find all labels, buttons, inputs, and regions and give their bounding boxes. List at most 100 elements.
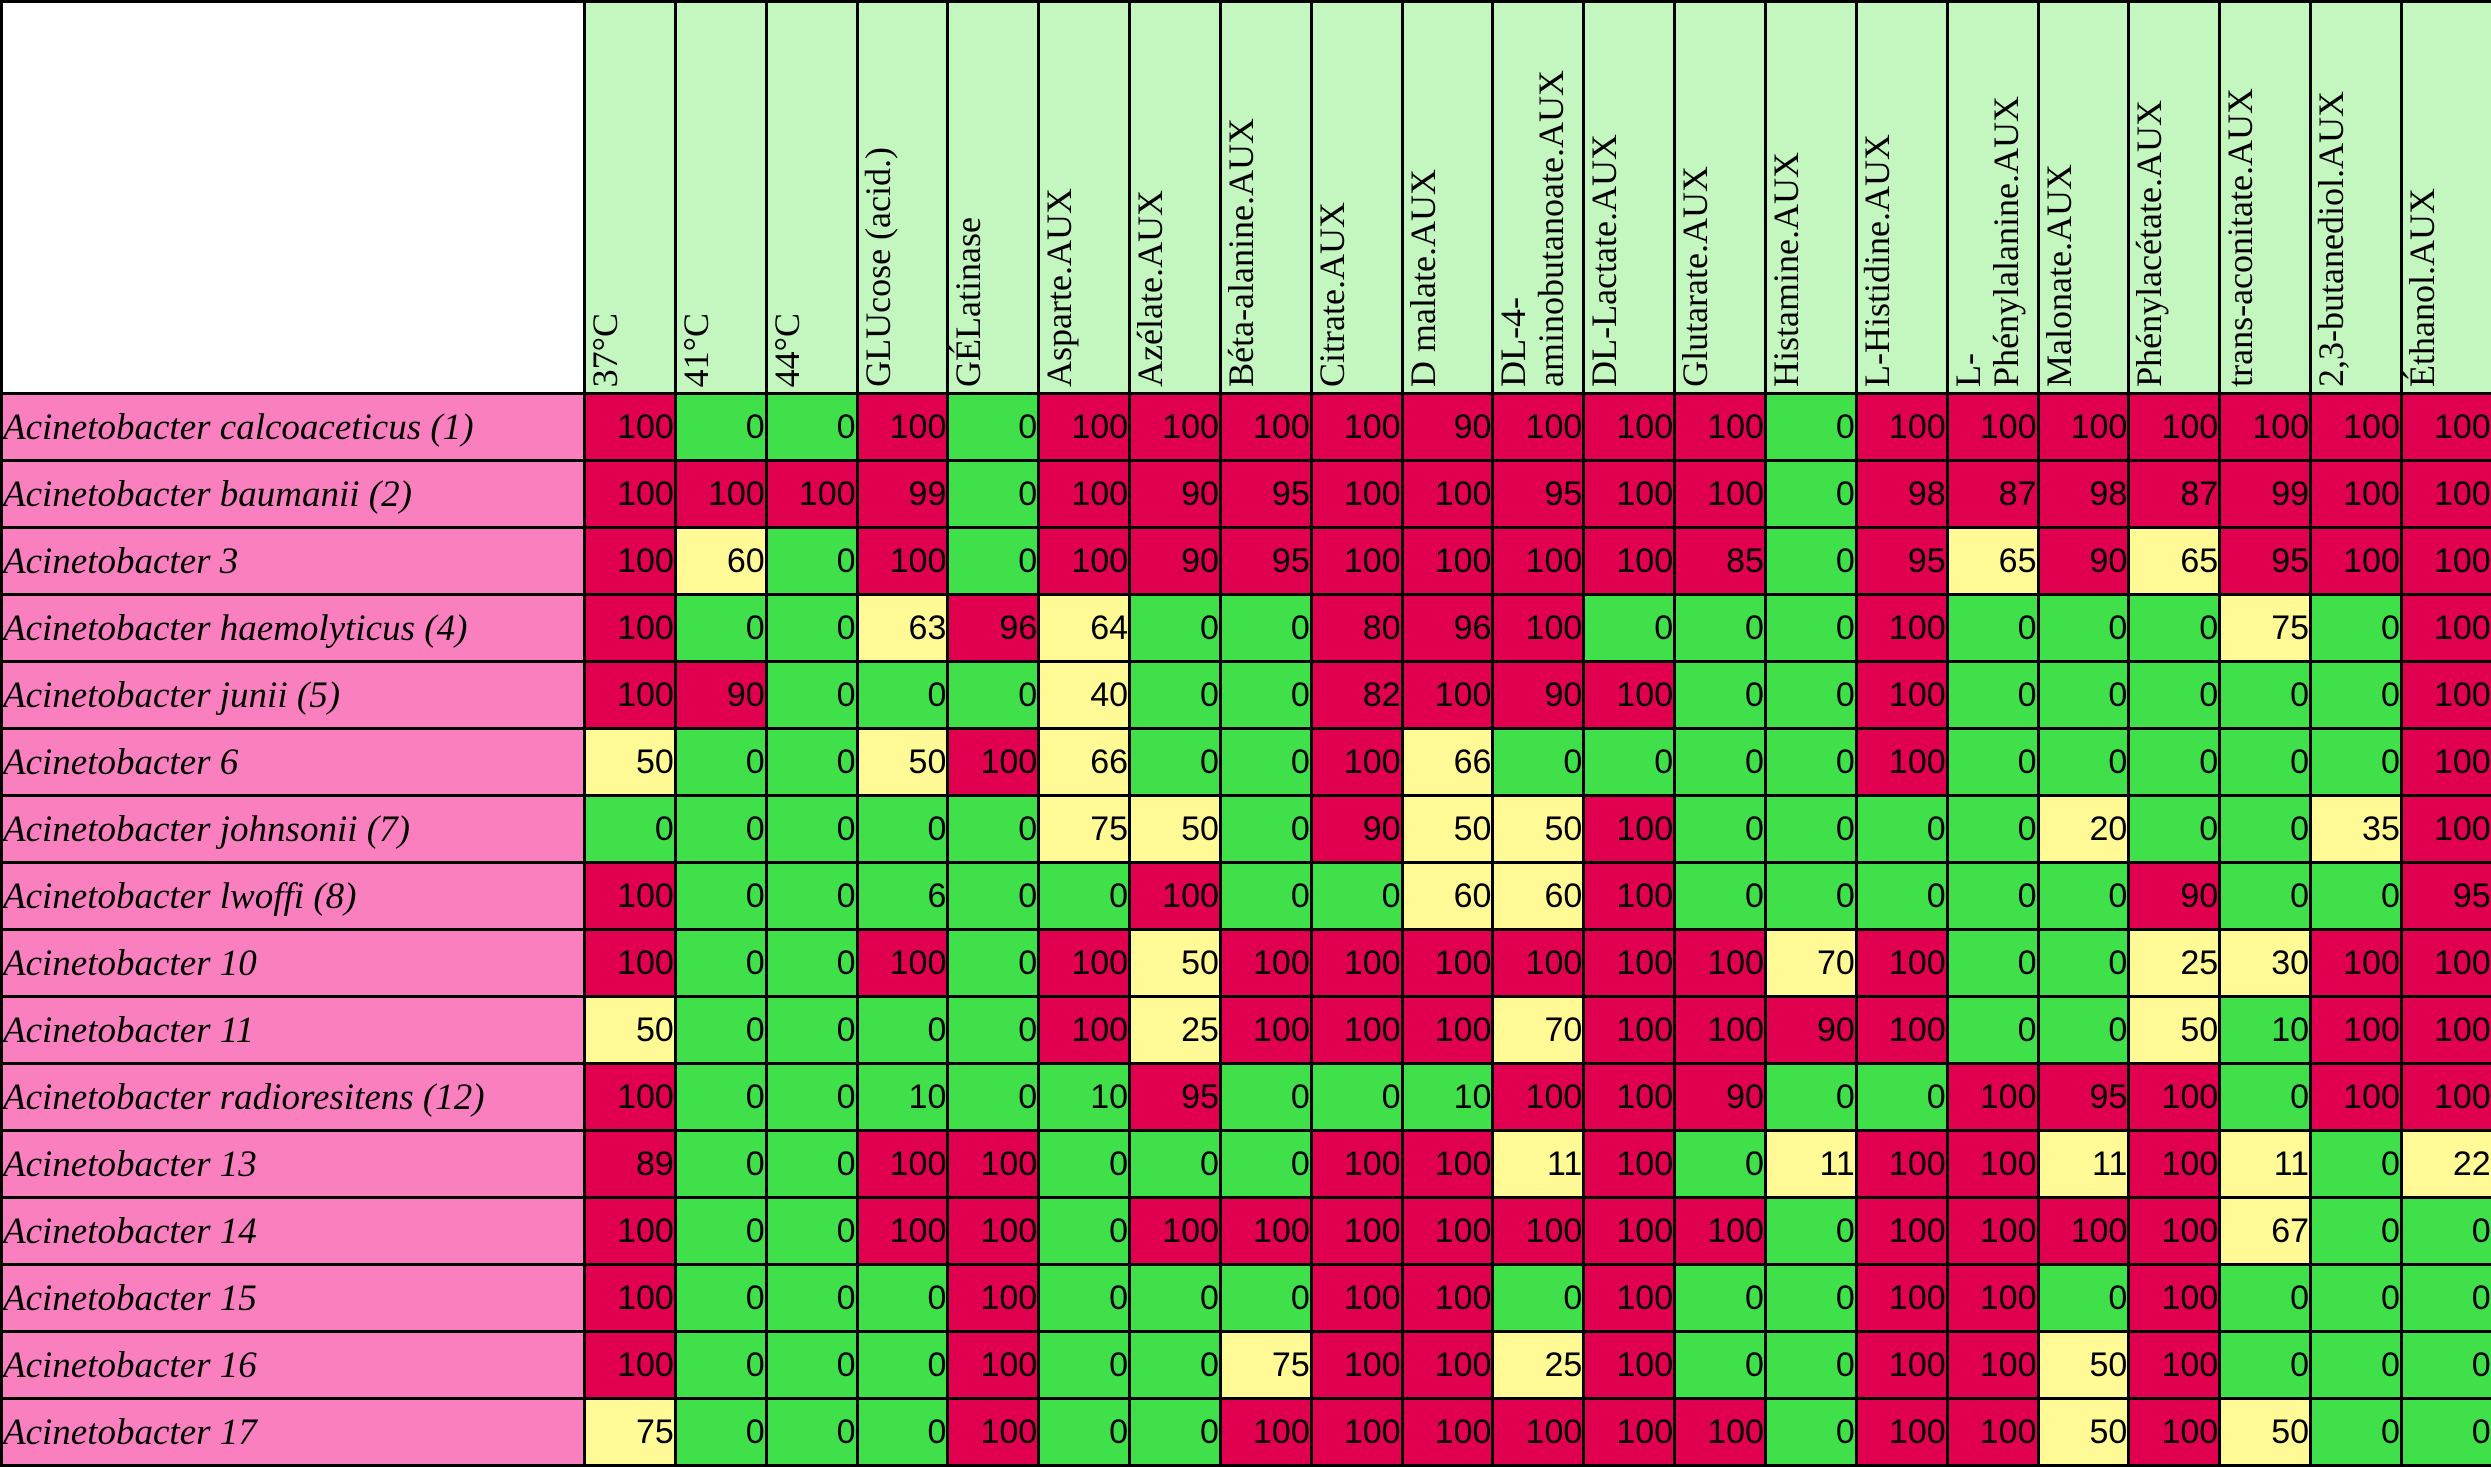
table-cell: 75 (1220, 1332, 1311, 1399)
table-cell: 100 (857, 1198, 948, 1265)
table-cell: 60 (1493, 863, 1584, 930)
table-cell: 0 (1765, 1399, 1856, 1466)
table-cell: 100 (1856, 1399, 1947, 1466)
table-cell: 100 (1311, 1198, 1402, 1265)
table-cell: 100 (2220, 394, 2311, 461)
table-cell: 95 (2220, 528, 2311, 595)
table-cell: 100 (948, 729, 1039, 796)
table-cell: 0 (675, 595, 766, 662)
table-cell: 0 (1765, 1265, 1856, 1332)
table-cell: 0 (675, 1399, 766, 1466)
column-header: 44°C (766, 2, 857, 394)
table-cell: 100 (2311, 930, 2402, 997)
table-cell: 0 (1947, 662, 2038, 729)
table-cell: 0 (766, 394, 857, 461)
table-cell: 100 (1311, 1399, 1402, 1466)
table-cell: 100 (1675, 1198, 1766, 1265)
table-cell: 10 (1402, 1064, 1493, 1131)
table-cell: 100 (1039, 461, 1130, 528)
table-cell: 100 (1220, 1198, 1311, 1265)
table-cell: 100 (857, 528, 948, 595)
row-label: Acinetobacter junii (5) (2, 662, 585, 729)
table-cell: 0 (766, 1064, 857, 1131)
table-cell: 0 (2129, 796, 2220, 863)
table-cell: 0 (2311, 1198, 2402, 1265)
table-cell: 0 (1220, 1131, 1311, 1198)
table-cell: 100 (1856, 394, 1947, 461)
table-cell: 0 (948, 528, 1039, 595)
table-cell: 90 (1130, 461, 1221, 528)
table-cell: 0 (1039, 1198, 1130, 1265)
table-cell: 100 (1675, 997, 1766, 1064)
row-label: Acinetobacter 13 (2, 1131, 585, 1198)
table-cell: 0 (2311, 595, 2402, 662)
column-header-label: Malonate.AUX (2040, 160, 2084, 387)
table-cell: 100 (2129, 1198, 2220, 1265)
table-cell: 10 (857, 1064, 948, 1131)
table-cell: 100 (1220, 997, 1311, 1064)
table-cell: 100 (1493, 1198, 1584, 1265)
table-cell: 100 (1584, 394, 1675, 461)
table-cell: 100 (1584, 930, 1675, 997)
table-cell: 100 (585, 394, 676, 461)
table-cell: 0 (1130, 1399, 1221, 1466)
table-cell: 0 (2038, 930, 2129, 997)
table-cell: 100 (585, 461, 676, 528)
table-cell: 100 (1402, 1332, 1493, 1399)
table-cell: 90 (1311, 796, 1402, 863)
table-cell: 0 (2129, 729, 2220, 796)
table-cell: 25 (1493, 1332, 1584, 1399)
table-cell: 90 (1130, 528, 1221, 595)
table-cell: 0 (1856, 796, 1947, 863)
table-cell: 0 (1311, 1064, 1402, 1131)
row-label: Acinetobacter 6 (2, 729, 585, 796)
table-cell: 0 (2401, 1265, 2491, 1332)
table-cell: 75 (1039, 796, 1130, 863)
column-header-label: DL-Lactate.AUX (1585, 130, 1629, 387)
table-cell: 10 (1039, 1064, 1130, 1131)
table-cell: 100 (1856, 1332, 1947, 1399)
table-cell: 90 (675, 662, 766, 729)
table-cell: 0 (948, 796, 1039, 863)
table-cell: 100 (1130, 394, 1221, 461)
table-cell: 100 (1584, 1064, 1675, 1131)
table-cell: 0 (675, 1332, 766, 1399)
table-cell: 0 (766, 997, 857, 1064)
table-cell: 100 (1220, 1399, 1311, 1466)
table-cell: 100 (1675, 1399, 1766, 1466)
table-cell: 0 (1675, 863, 1766, 930)
table-cell: 0 (766, 1332, 857, 1399)
row-label: Acinetobacter johnsonii (7) (2, 796, 585, 863)
table-cell: 100 (1493, 1064, 1584, 1131)
row-label: Acinetobacter lwoffi (8) (2, 863, 585, 930)
table-cell: 95 (2401, 863, 2491, 930)
table-cell: 100 (2401, 394, 2491, 461)
table-cell: 0 (1947, 595, 2038, 662)
table-cell: 0 (857, 1399, 948, 1466)
table-cell: 0 (2038, 729, 2129, 796)
table-cell: 0 (857, 997, 948, 1064)
table-cell: 100 (1493, 394, 1584, 461)
table-cell: 0 (675, 1064, 766, 1131)
table-cell: 100 (948, 1198, 1039, 1265)
table-cell: 100 (1856, 930, 1947, 997)
table-cell: 25 (2129, 930, 2220, 997)
table-cell: 100 (1856, 997, 1947, 1064)
table-cell: 0 (1675, 729, 1766, 796)
table-cell: 0 (2401, 1198, 2491, 1265)
table-cell: 0 (2220, 1265, 2311, 1332)
table-cell: 0 (2311, 1332, 2402, 1399)
table-cell: 82 (1311, 662, 1402, 729)
table-cell: 0 (1765, 796, 1856, 863)
table-cell: 100 (1402, 997, 1493, 1064)
table-cell: 50 (2038, 1399, 2129, 1466)
column-header: GLUcose (acid.) (857, 2, 948, 394)
table-cell: 100 (1311, 930, 1402, 997)
table-cell: 0 (2311, 662, 2402, 729)
corner-cell (2, 2, 585, 394)
table-cell: 90 (1402, 394, 1493, 461)
